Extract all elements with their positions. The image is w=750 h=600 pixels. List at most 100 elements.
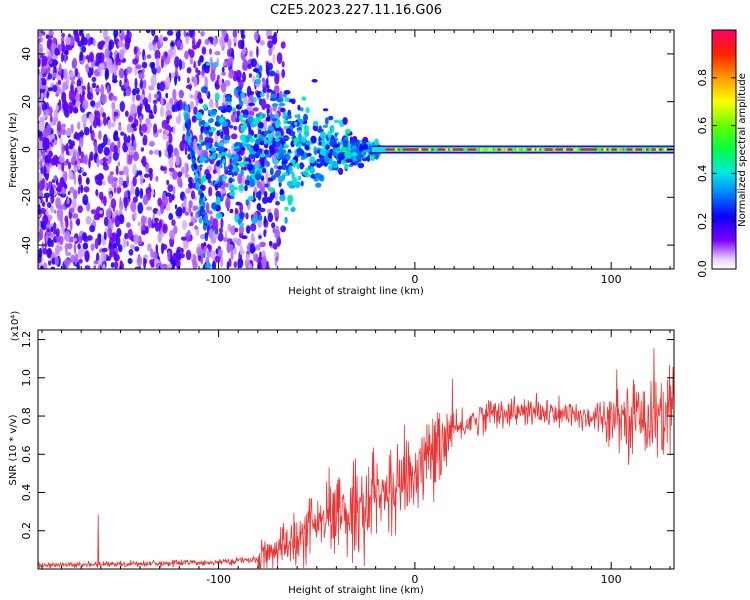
spectrogram-cell <box>92 219 96 227</box>
spectrogram-cell <box>47 248 52 257</box>
spectrogram-cell <box>199 98 204 104</box>
spectrogram-cell <box>195 112 203 119</box>
spectrogram-cell <box>69 71 74 78</box>
spectrogram-cell <box>146 54 152 59</box>
spectrogram-cell <box>274 73 280 85</box>
spectrogram-cell <box>240 40 245 50</box>
spectrogram-cell <box>256 182 263 189</box>
spectrogram-cell <box>80 184 84 194</box>
spectrogram-cell <box>259 153 266 158</box>
spectrogram-cell <box>92 38 96 47</box>
spectrogram-cell <box>324 156 330 164</box>
spectrogram-cell <box>38 204 41 216</box>
spectrogram-cell <box>131 93 136 103</box>
spectrogram-cell <box>159 106 165 118</box>
spectrogram-cell <box>192 37 196 49</box>
spectrogram-cell <box>500 147 504 152</box>
spectrogram-cell <box>55 104 59 111</box>
spectrogram-cell <box>226 58 233 67</box>
spectrogram-cell <box>96 156 100 168</box>
spectrogram-cell <box>242 71 246 83</box>
spectrogram-cell <box>54 256 59 266</box>
spectrogram-cell <box>108 41 113 52</box>
spectrogram-cell <box>113 66 118 76</box>
spectrogram-cell <box>241 109 245 114</box>
spectrogram-cell <box>93 265 97 269</box>
spectrogram-cell <box>95 189 99 196</box>
spectrogram-cell <box>78 131 85 137</box>
spectrogram-cell <box>100 41 104 50</box>
colorbar-gradient <box>711 29 737 270</box>
spectrogram-cell <box>357 162 365 169</box>
spectrogram-cell <box>190 190 196 200</box>
spectrogram-cell <box>87 38 91 47</box>
spectrogram-cell <box>648 147 652 152</box>
spectrogram-cell <box>131 133 135 143</box>
spectrogram-cell <box>215 100 219 108</box>
spectrogram-cell <box>152 99 158 105</box>
spectrogram-cell <box>211 202 217 210</box>
spectrogram-cell <box>89 151 94 161</box>
spectrogram-cell <box>188 30 195 38</box>
spectrogram-cell <box>237 218 242 225</box>
snr-y-tick-label: 0.8 <box>20 407 33 425</box>
spectrogram-cell <box>152 212 156 224</box>
spectrogram-cell <box>65 128 73 136</box>
spectrogram-cell <box>262 196 268 204</box>
spectrogram-cell <box>76 150 80 160</box>
spectrogram-cell <box>259 40 265 46</box>
spectrogram-cell <box>298 119 305 124</box>
spectrogram-cell <box>262 87 267 94</box>
spectrogram-cell <box>221 121 229 127</box>
spectrogram-cell <box>79 51 84 61</box>
spectrogram-cell <box>40 36 44 43</box>
spectrogram-cell <box>155 244 159 254</box>
spectrogram-cell <box>247 63 251 70</box>
spectrogram-cell <box>95 52 102 63</box>
spectrogram-cell <box>225 104 233 113</box>
spectrogram-cell <box>663 147 668 152</box>
spectrogram-cell <box>140 147 145 152</box>
spectrogram-cell <box>67 242 73 250</box>
spectrogram-cell <box>113 144 118 155</box>
spectrogram-cell <box>164 265 168 269</box>
spectrogram-cell <box>83 199 88 206</box>
spectrogram-cell <box>152 67 157 75</box>
spectrogram-cell <box>104 48 110 59</box>
spectrogram-cell <box>61 144 65 154</box>
spectrogram-cell <box>149 169 153 182</box>
spectrogram-cell <box>128 115 134 123</box>
spectrogram-cell <box>229 158 233 165</box>
spectrogram-cell <box>246 163 254 171</box>
spectrogram-cell <box>38 199 41 205</box>
spectrogram-cell <box>199 55 204 63</box>
spectrogram-cell <box>259 241 266 248</box>
spectrogram-cell <box>100 84 105 96</box>
spectrogram-cell <box>280 41 286 49</box>
spectrogram-cell <box>40 207 46 214</box>
spectrogram-cell <box>343 142 348 148</box>
spectrogram-cell <box>150 248 154 258</box>
spectrogram-cell <box>266 84 270 90</box>
spectrogram-cell <box>134 266 141 269</box>
spectrogram-cell <box>284 216 288 224</box>
spectrogram-cell <box>512 147 516 152</box>
spectrogram-cell <box>139 173 144 186</box>
spectrogram-cell <box>120 131 125 136</box>
spectrogram-cell <box>72 197 77 210</box>
colorbar-tick-label: 0.6 <box>696 117 709 135</box>
snr-y-tick-label: 1.0 <box>20 369 33 387</box>
spectrogram-cell <box>142 134 148 146</box>
spectrogram-cell <box>300 136 307 143</box>
spectrogram-cell <box>239 202 244 213</box>
spectrogram-cell <box>88 157 91 169</box>
spectrogram-cell <box>240 169 244 177</box>
spectrogram-cell <box>522 147 526 152</box>
spectrogram-cell <box>65 263 69 269</box>
spectrogram-cell <box>187 137 191 144</box>
spectrogram-cell <box>213 61 219 68</box>
spectrogram-cell <box>299 107 304 112</box>
spectrogram-cell <box>40 66 45 75</box>
spectrogram-cell <box>99 191 104 201</box>
